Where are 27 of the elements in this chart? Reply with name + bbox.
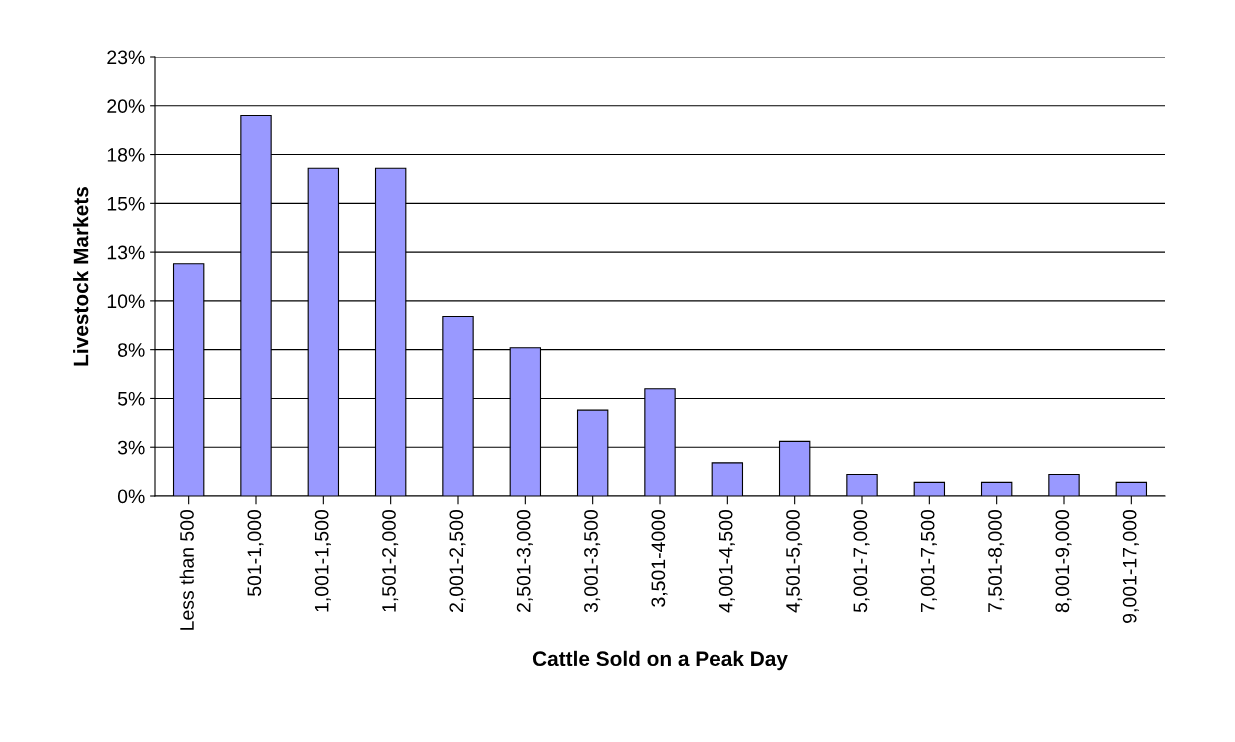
y-tick-label: 18%	[107, 148, 145, 162]
x-tick-label: 5,001-7,000	[853, 509, 870, 613]
y-tick-label: 0%	[117, 489, 145, 504]
x-tick-label: 4,501-5,000	[786, 509, 803, 613]
y-tick-label: 8%	[118, 343, 145, 357]
x-tick-label: 7,501-8,000	[988, 509, 1005, 612]
y-tick-label: 13%	[107, 245, 145, 260]
x-tick-label: 8,001-9,000	[1055, 509, 1072, 613]
x-tick-label: 2,001-2,500	[449, 509, 466, 612]
y-tick-label: 10%	[107, 294, 145, 309]
x-tick-label: 9,001-17,000	[1122, 509, 1139, 623]
x-tick-label: 3,001-3,500	[584, 509, 601, 613]
x-tick-label: 1,501-2,000	[382, 509, 399, 612]
x-axis-title: Cattle Sold on a Peak Day	[532, 650, 788, 671]
y-tick-label: 15%	[107, 196, 145, 211]
x-tick-label: 7,001-7,500	[920, 509, 937, 612]
y-tick-label: 3%	[117, 440, 145, 455]
x-tick-label: 501-1,000	[247, 509, 264, 596]
y-tick-label: 23%	[107, 50, 145, 65]
y-axis-title: Livestock Markets	[73, 187, 89, 366]
x-tick-label: 3,501-4000	[651, 509, 668, 607]
x-tick-label: 1,001-1,500	[314, 509, 331, 612]
y-tick-label: 20%	[107, 99, 145, 114]
y-tick-label: 5%	[117, 392, 145, 406]
x-tick-label: Less than 500	[179, 509, 194, 630]
x-tick-label: 4,001-4,500	[718, 509, 735, 613]
x-tick-label: 2,501-3,000	[516, 509, 533, 612]
